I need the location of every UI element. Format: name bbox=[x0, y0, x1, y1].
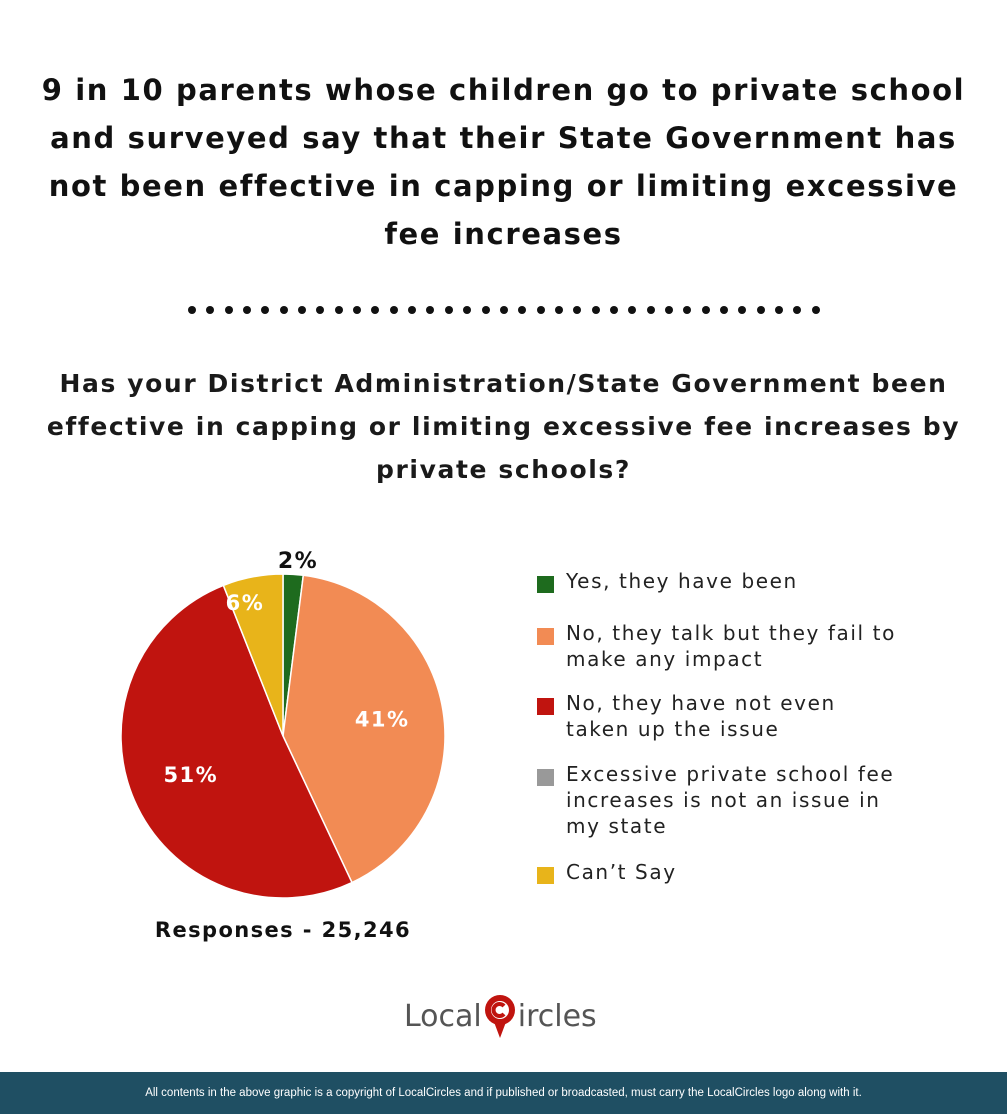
legend-item: No, they talk but they fail to make any … bbox=[537, 620, 896, 672]
divider-dot bbox=[719, 306, 728, 314]
divider-dot bbox=[793, 306, 802, 314]
divider-dot bbox=[334, 306, 343, 314]
slice-value-label: 41% bbox=[355, 707, 410, 731]
legend-label: Yes, they have been bbox=[566, 569, 798, 593]
pie-slice bbox=[282, 574, 446, 884]
slice-value-label: 6% bbox=[226, 591, 265, 615]
divider-dot bbox=[188, 306, 196, 314]
divider-dot bbox=[463, 306, 472, 314]
divider-dot bbox=[206, 306, 215, 314]
divider-dot bbox=[591, 306, 600, 314]
divider-dot bbox=[481, 306, 490, 314]
legend-item: Can’t Say bbox=[537, 859, 896, 885]
responses-count: Responses - 25,246 bbox=[154, 918, 412, 942]
divider-dot bbox=[701, 306, 710, 314]
divider-dot bbox=[243, 306, 252, 314]
divider-dot bbox=[811, 306, 820, 314]
legend-label: No, they have not even taken up the issu… bbox=[566, 691, 836, 741]
divider-dot bbox=[518, 306, 527, 314]
localcircles-logo: Local ircles bbox=[404, 988, 597, 1044]
divider-dot bbox=[224, 306, 233, 314]
divider-dot bbox=[683, 306, 692, 314]
divider-dot bbox=[316, 306, 325, 314]
legend-swatch bbox=[537, 628, 554, 645]
divider-dot bbox=[756, 306, 765, 314]
logo-text-local: Local bbox=[404, 998, 482, 1034]
logo-text-ircles: ircles bbox=[517, 998, 597, 1034]
divider-dot bbox=[775, 306, 783, 314]
divider-dot bbox=[261, 306, 270, 314]
divider-dot bbox=[389, 306, 398, 314]
divider-dot bbox=[426, 306, 435, 314]
legend-item: Excessive private school fee increases i… bbox=[537, 761, 896, 839]
divider-dot bbox=[298, 306, 307, 314]
pie-slice bbox=[120, 584, 353, 899]
legend-swatch bbox=[537, 769, 554, 786]
pie-slice bbox=[222, 573, 284, 737]
divider-dot bbox=[536, 306, 545, 314]
location-pin-icon bbox=[484, 995, 515, 1038]
divider-dot bbox=[646, 306, 655, 314]
legend-label: No, they talk but they fail to make any … bbox=[566, 621, 896, 671]
survey-question: Has your District Administration/State G… bbox=[46, 369, 961, 484]
legend-swatch bbox=[537, 867, 554, 884]
legend-swatch bbox=[537, 698, 554, 715]
divider-dot bbox=[444, 306, 453, 314]
slice-value-label: 51% bbox=[163, 763, 218, 787]
dotted-divider bbox=[188, 303, 820, 317]
divider-dot bbox=[408, 306, 417, 314]
divider-dot bbox=[738, 306, 747, 314]
pie-chart: 2% 41% 51% 6% bbox=[120, 549, 446, 899]
divider-dot bbox=[573, 306, 582, 314]
divider-dot bbox=[499, 306, 508, 314]
divider-dot bbox=[554, 306, 563, 314]
divider-dot bbox=[609, 306, 618, 314]
headline: 9 in 10 parents whose children go to pri… bbox=[41, 73, 966, 251]
divider-dot bbox=[279, 306, 288, 314]
legend-swatch bbox=[537, 576, 554, 593]
divider-dot bbox=[353, 306, 362, 314]
legend-item: Yes, they have been bbox=[537, 568, 896, 594]
legend-item: No, they have not even taken up the issu… bbox=[537, 690, 896, 742]
divider-dot bbox=[371, 306, 380, 314]
slice-value-label: 2% bbox=[278, 549, 318, 574]
legend-label: Can’t Say bbox=[566, 860, 677, 884]
legend-label: Excessive private school fee increases i… bbox=[566, 762, 895, 838]
copyright-footer: All contents in the above graphic is a c… bbox=[0, 1072, 1007, 1114]
divider-dot bbox=[664, 306, 673, 314]
divider-dot bbox=[628, 306, 637, 314]
